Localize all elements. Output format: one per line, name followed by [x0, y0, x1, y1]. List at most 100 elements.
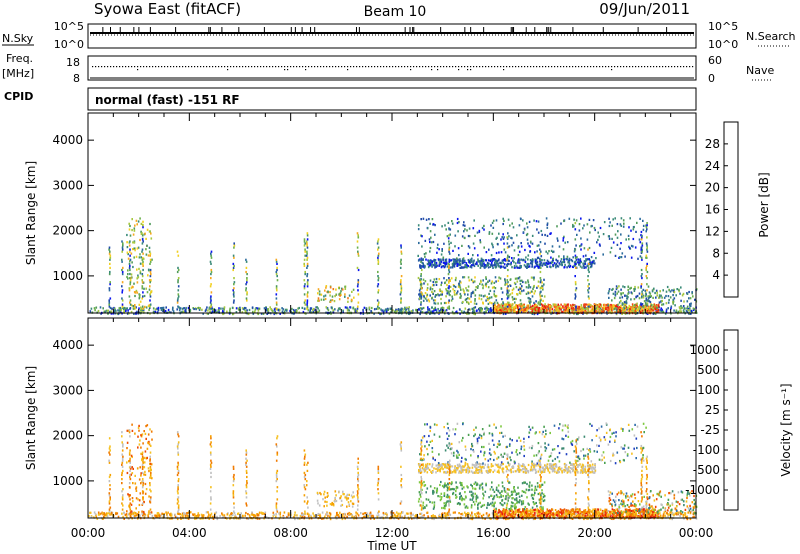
echo-cell: [686, 292, 689, 295]
echo-cell: [559, 260, 562, 263]
freq-point: [473, 66, 475, 68]
echo-cell: [363, 512, 366, 515]
echo-cell: [596, 513, 599, 516]
echo-cell: [520, 245, 523, 248]
echo-cell: [564, 308, 567, 311]
freq-label: Freq.: [6, 52, 33, 65]
echo-cell: [527, 292, 530, 295]
echo-cell: [304, 270, 306, 274]
echo-cell: [198, 308, 201, 311]
echo-cell: [539, 262, 542, 265]
echo-cell: [536, 264, 538, 267]
echo-cell: [385, 308, 388, 311]
echo-cell: [471, 280, 474, 283]
freq-point: [284, 69, 286, 71]
echo-cell: [549, 308, 552, 311]
echo-cell: [628, 516, 630, 519]
echo-cell: [563, 508, 566, 511]
echo-cell: [318, 293, 321, 296]
echo-cell: [539, 293, 541, 296]
echo-cell: [121, 273, 124, 276]
echo-cell: [279, 513, 281, 516]
echo-cell: [665, 308, 668, 311]
echo-cell: [130, 273, 133, 276]
echo-cell: [420, 283, 423, 286]
echo-cell: [529, 307, 532, 310]
echo-cell: [527, 286, 530, 289]
echo-cell: [354, 311, 356, 314]
echo-cell: [145, 287, 147, 290]
freq-point: [305, 69, 307, 71]
freq-point: [149, 66, 151, 68]
echo-cell: [291, 307, 293, 310]
echo-cell: [143, 513, 146, 516]
echo-cell: [475, 515, 477, 518]
echo-cell: [287, 514, 290, 517]
echo-cell: [466, 312, 468, 315]
echo-cell: [108, 287, 111, 290]
echo-cell: [434, 306, 436, 309]
freq-point: [374, 66, 376, 68]
echo-cell: [232, 262, 235, 265]
echo-cell: [453, 285, 455, 288]
freq-point: [437, 66, 439, 68]
echo-cell: [468, 279, 471, 282]
echo-cell: [209, 310, 211, 313]
echo-cell: [364, 515, 366, 518]
echo-cell: [621, 296, 624, 299]
freq-point: [557, 66, 559, 68]
echo-cell: [519, 299, 522, 302]
echo-cell: [301, 512, 303, 515]
freq-unit: [MHz]: [2, 67, 34, 80]
echo-cell: [592, 305, 595, 309]
echo-cell: [305, 312, 307, 315]
echo-cell: [616, 286, 619, 289]
echo-cell: [645, 293, 647, 296]
echo-cell: [418, 308, 420, 311]
echo-cell: [239, 306, 241, 309]
echo-cell: [536, 312, 539, 316]
echo-cell: [596, 304, 599, 307]
echo-cell: [210, 256, 213, 259]
echo-cell: [449, 285, 452, 288]
echo-cell: [420, 260, 422, 263]
echo-cell: [437, 243, 439, 246]
echo-cell: [110, 312, 113, 315]
echo-cell: [463, 266, 466, 269]
freq-point: [644, 66, 646, 68]
echo-cell: [127, 277, 129, 280]
echo-cell: [480, 294, 483, 297]
echo-cell: [625, 302, 628, 305]
echo-cell: [472, 310, 474, 313]
echo-cell: [629, 217, 631, 220]
echo-cell: [523, 305, 525, 308]
echo-cell: [222, 311, 225, 314]
echo-cell: [599, 307, 602, 310]
echo-cell: [656, 310, 658, 314]
echo-cell: [501, 236, 503, 239]
echo-cell: [424, 280, 427, 283]
echo-cell: [373, 517, 375, 520]
echo-cell: [560, 258, 563, 261]
echo-cell: [479, 282, 481, 285]
echo-cell: [367, 515, 369, 518]
nave-label: Nave: [746, 64, 774, 77]
echo-cell: [507, 517, 509, 520]
freq-point: [290, 66, 292, 68]
freq-point: [326, 66, 328, 68]
echo-cell: [590, 225, 592, 228]
echo-cell: [522, 308, 524, 311]
echo-cell: [338, 287, 341, 290]
echo-cell: [149, 262, 151, 265]
echo-cell: [460, 294, 462, 297]
echo-cell: [408, 306, 410, 309]
echo-cell: [665, 290, 668, 293]
echo-cell: [429, 262, 431, 266]
echo-cell: [534, 259, 537, 262]
echo-cell: [436, 280, 438, 283]
echo-cell: [556, 237, 559, 240]
echo-cell: [209, 515, 212, 518]
echo-cell: [589, 231, 591, 234]
echo-cell: [630, 291, 633, 294]
echo-cell: [494, 258, 496, 261]
